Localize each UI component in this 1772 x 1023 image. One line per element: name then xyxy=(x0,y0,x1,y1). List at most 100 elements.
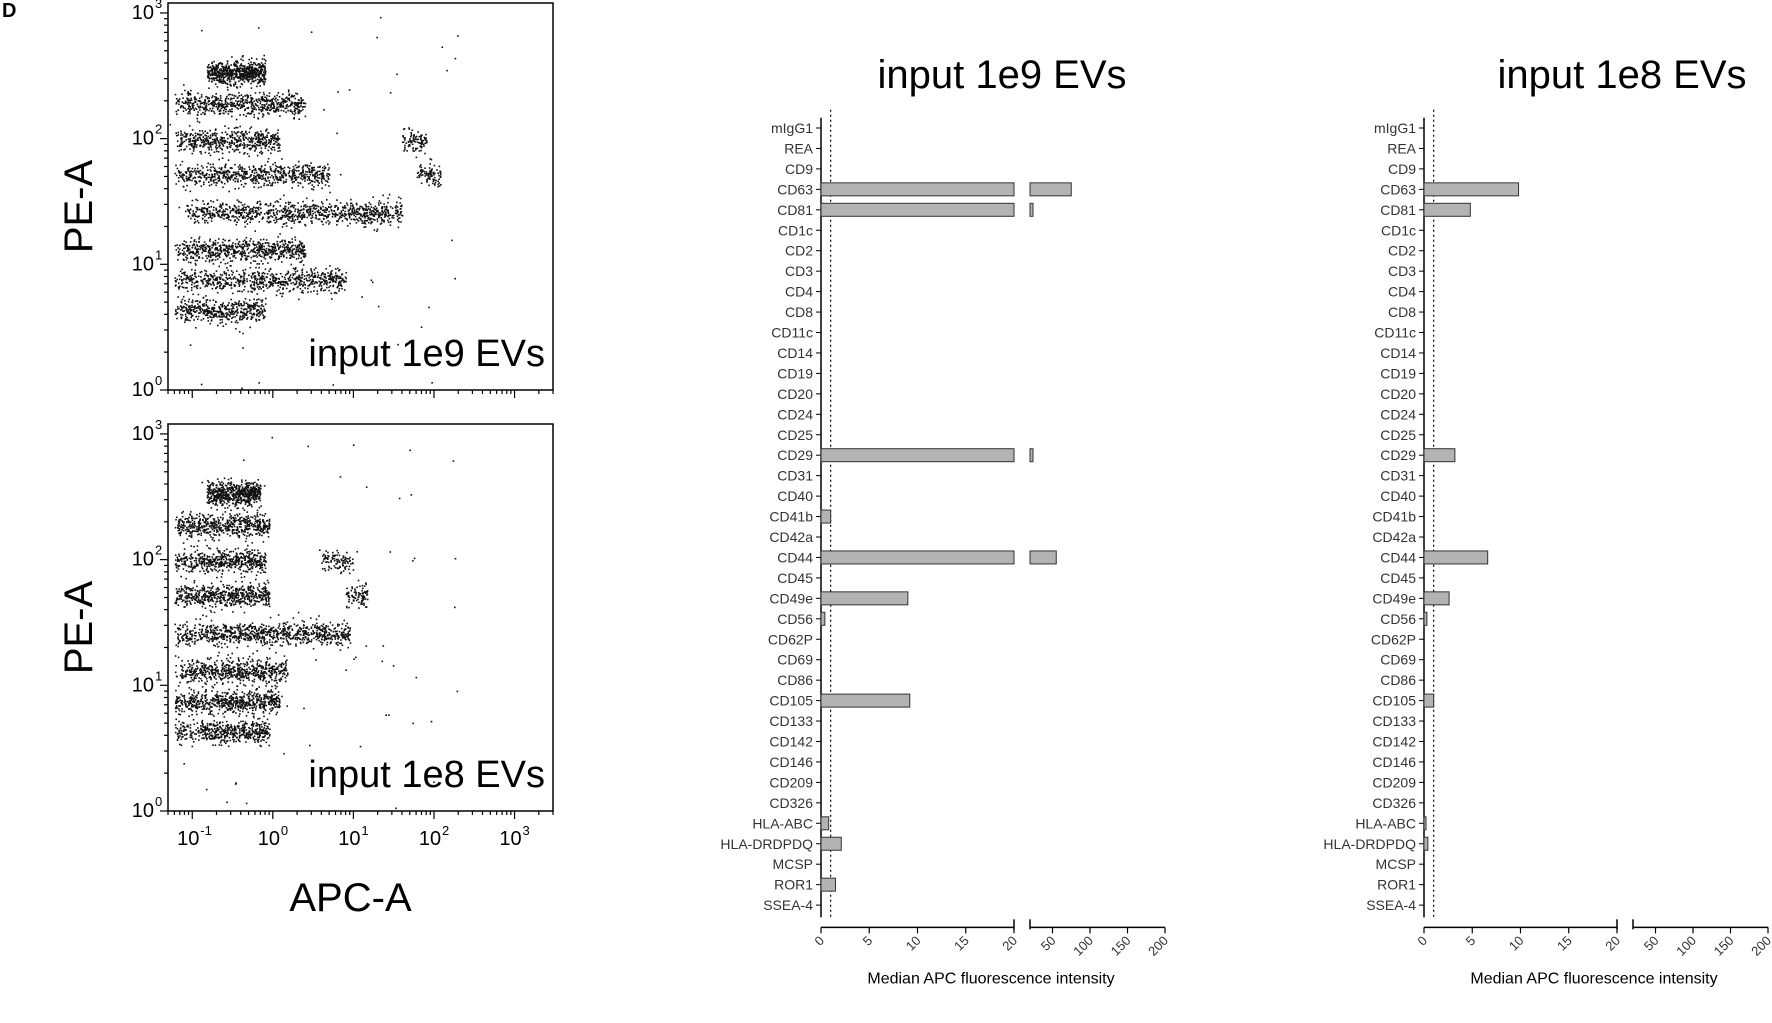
x-tick-label: 10 xyxy=(499,828,521,850)
bar-CD63 xyxy=(1423,182,1520,197)
population-5 xyxy=(416,158,442,188)
category-label: CD49e xyxy=(1372,590,1416,606)
bar-CD81 xyxy=(1423,202,1471,217)
category-label: CD42a xyxy=(1372,529,1416,545)
category-label: mIgG1 xyxy=(1374,120,1416,136)
x-tick-label: 15 xyxy=(1554,933,1575,954)
category-label: CD69 xyxy=(777,652,813,668)
population-5 xyxy=(345,579,369,609)
x-tick-label: 150 xyxy=(1108,933,1134,959)
bar-CD41b xyxy=(820,509,832,524)
category-label: CD42a xyxy=(769,529,813,545)
population-9 xyxy=(174,293,267,330)
category-label: CD63 xyxy=(1380,181,1416,197)
population-6 xyxy=(174,611,352,654)
population-7 xyxy=(174,652,289,690)
category-label: CD14 xyxy=(777,345,813,361)
category-label: CD19 xyxy=(777,365,813,381)
dot-cloud xyxy=(174,436,459,810)
category-label: CD11c xyxy=(771,325,813,341)
bar-HLA-DRDPDQ xyxy=(820,836,842,851)
y-tick-exponent: 1 xyxy=(155,668,162,683)
category-label: CD8 xyxy=(1388,304,1416,320)
category-label: mIgG1 xyxy=(771,120,813,136)
bar-CD56 xyxy=(820,611,826,626)
category-label: CD209 xyxy=(769,774,813,790)
category-label: CD146 xyxy=(769,754,813,770)
category-label: CD133 xyxy=(769,713,813,729)
plot-annotation: input 1e8 EVs xyxy=(308,754,545,796)
y-tick-exponent: 0 xyxy=(155,373,162,388)
category-label: HLA-DRDPDQ xyxy=(720,836,813,852)
category-label: CD81 xyxy=(1380,202,1416,218)
x-tick-label: 0 xyxy=(1414,933,1430,949)
x-axis: 0 5 10 15 20 50 100 150 200 xyxy=(811,919,1171,959)
x-axis-ticks: 10 -1 10 0 10 1 10 2 10 3 xyxy=(167,811,554,850)
bar-ROR1 xyxy=(820,877,836,892)
x-tick-label: 10 xyxy=(903,933,924,954)
population-8 xyxy=(174,264,348,301)
bar-CD44 xyxy=(1423,550,1489,565)
category-label: ROR1 xyxy=(774,877,813,893)
category-label: HLA-ABC xyxy=(752,815,813,831)
category-label: CD2 xyxy=(785,243,813,259)
category-label: CD4 xyxy=(785,284,813,300)
x-tick-exponent: 2 xyxy=(442,823,449,838)
category-label: CD105 xyxy=(769,693,813,709)
category-label: CD1c xyxy=(778,222,813,238)
population-1 xyxy=(174,84,307,127)
bar-CD105 xyxy=(1423,693,1435,708)
category-label: CD326 xyxy=(1372,795,1416,811)
population-2 xyxy=(175,121,281,160)
category-label: CD31 xyxy=(777,468,813,484)
population-4 xyxy=(174,578,271,614)
x-axis-label: APC-A xyxy=(289,876,412,920)
stray-events xyxy=(169,16,459,390)
category-label: CD24 xyxy=(777,406,813,422)
category-label: CD56 xyxy=(777,611,813,627)
y-tick-label: 10 xyxy=(132,674,154,696)
category-label: CD25 xyxy=(1380,427,1416,443)
category-label: CD40 xyxy=(1380,488,1416,504)
category-label: CD81 xyxy=(777,202,813,218)
population-7 xyxy=(174,233,307,270)
bar-CD105 xyxy=(820,693,911,708)
category-label: CD29 xyxy=(777,447,813,463)
y-tick-exponent: 3 xyxy=(155,417,162,432)
bar-segment-high xyxy=(1029,182,1072,197)
bar-CD63 xyxy=(820,182,1072,197)
x-tick-label: 20 xyxy=(1602,933,1623,954)
population-0 xyxy=(206,477,262,512)
category-label: CD19 xyxy=(1380,365,1416,381)
category-label: REA xyxy=(1387,140,1416,156)
category-label: CD25 xyxy=(777,427,813,443)
x-tick-label: 50 xyxy=(1641,933,1662,954)
bar-segment-high xyxy=(1029,550,1057,565)
x-tick-label: 5 xyxy=(1463,933,1479,949)
category-label: CD69 xyxy=(1380,652,1416,668)
category-label: CD326 xyxy=(769,795,813,811)
category-label: CD56 xyxy=(1380,611,1416,627)
category-label: CD14 xyxy=(1380,345,1416,361)
bars xyxy=(820,182,1072,892)
category-label: CD24 xyxy=(1380,406,1416,422)
y-tick-label: 10 xyxy=(132,800,154,822)
y-tick-exponent: 2 xyxy=(155,543,162,558)
category-label: CD4 xyxy=(1388,284,1416,300)
category-label: CD44 xyxy=(1380,549,1416,565)
y-axis-label: PE-A xyxy=(57,581,101,675)
bar-CD56 xyxy=(1423,611,1428,626)
category-label: CD1c xyxy=(1381,222,1416,238)
y-axis-label: PE-A xyxy=(57,160,101,254)
population-6 xyxy=(185,191,404,232)
category-label: CD3 xyxy=(785,263,813,279)
category-label: CD63 xyxy=(777,181,813,197)
population-0 xyxy=(206,55,267,98)
category-label: MCSP xyxy=(773,856,813,872)
x-axis-label: Median APC fluorescence intensity xyxy=(867,970,1114,987)
x-tick-label: 10 xyxy=(1506,933,1527,954)
category-label: CD62P xyxy=(1371,631,1416,647)
bar-chart-1e9: input 1e9 EVs mIgG1 REA CD9 CD63 CD81 CD1c CD2 C… xyxy=(720,53,1171,987)
